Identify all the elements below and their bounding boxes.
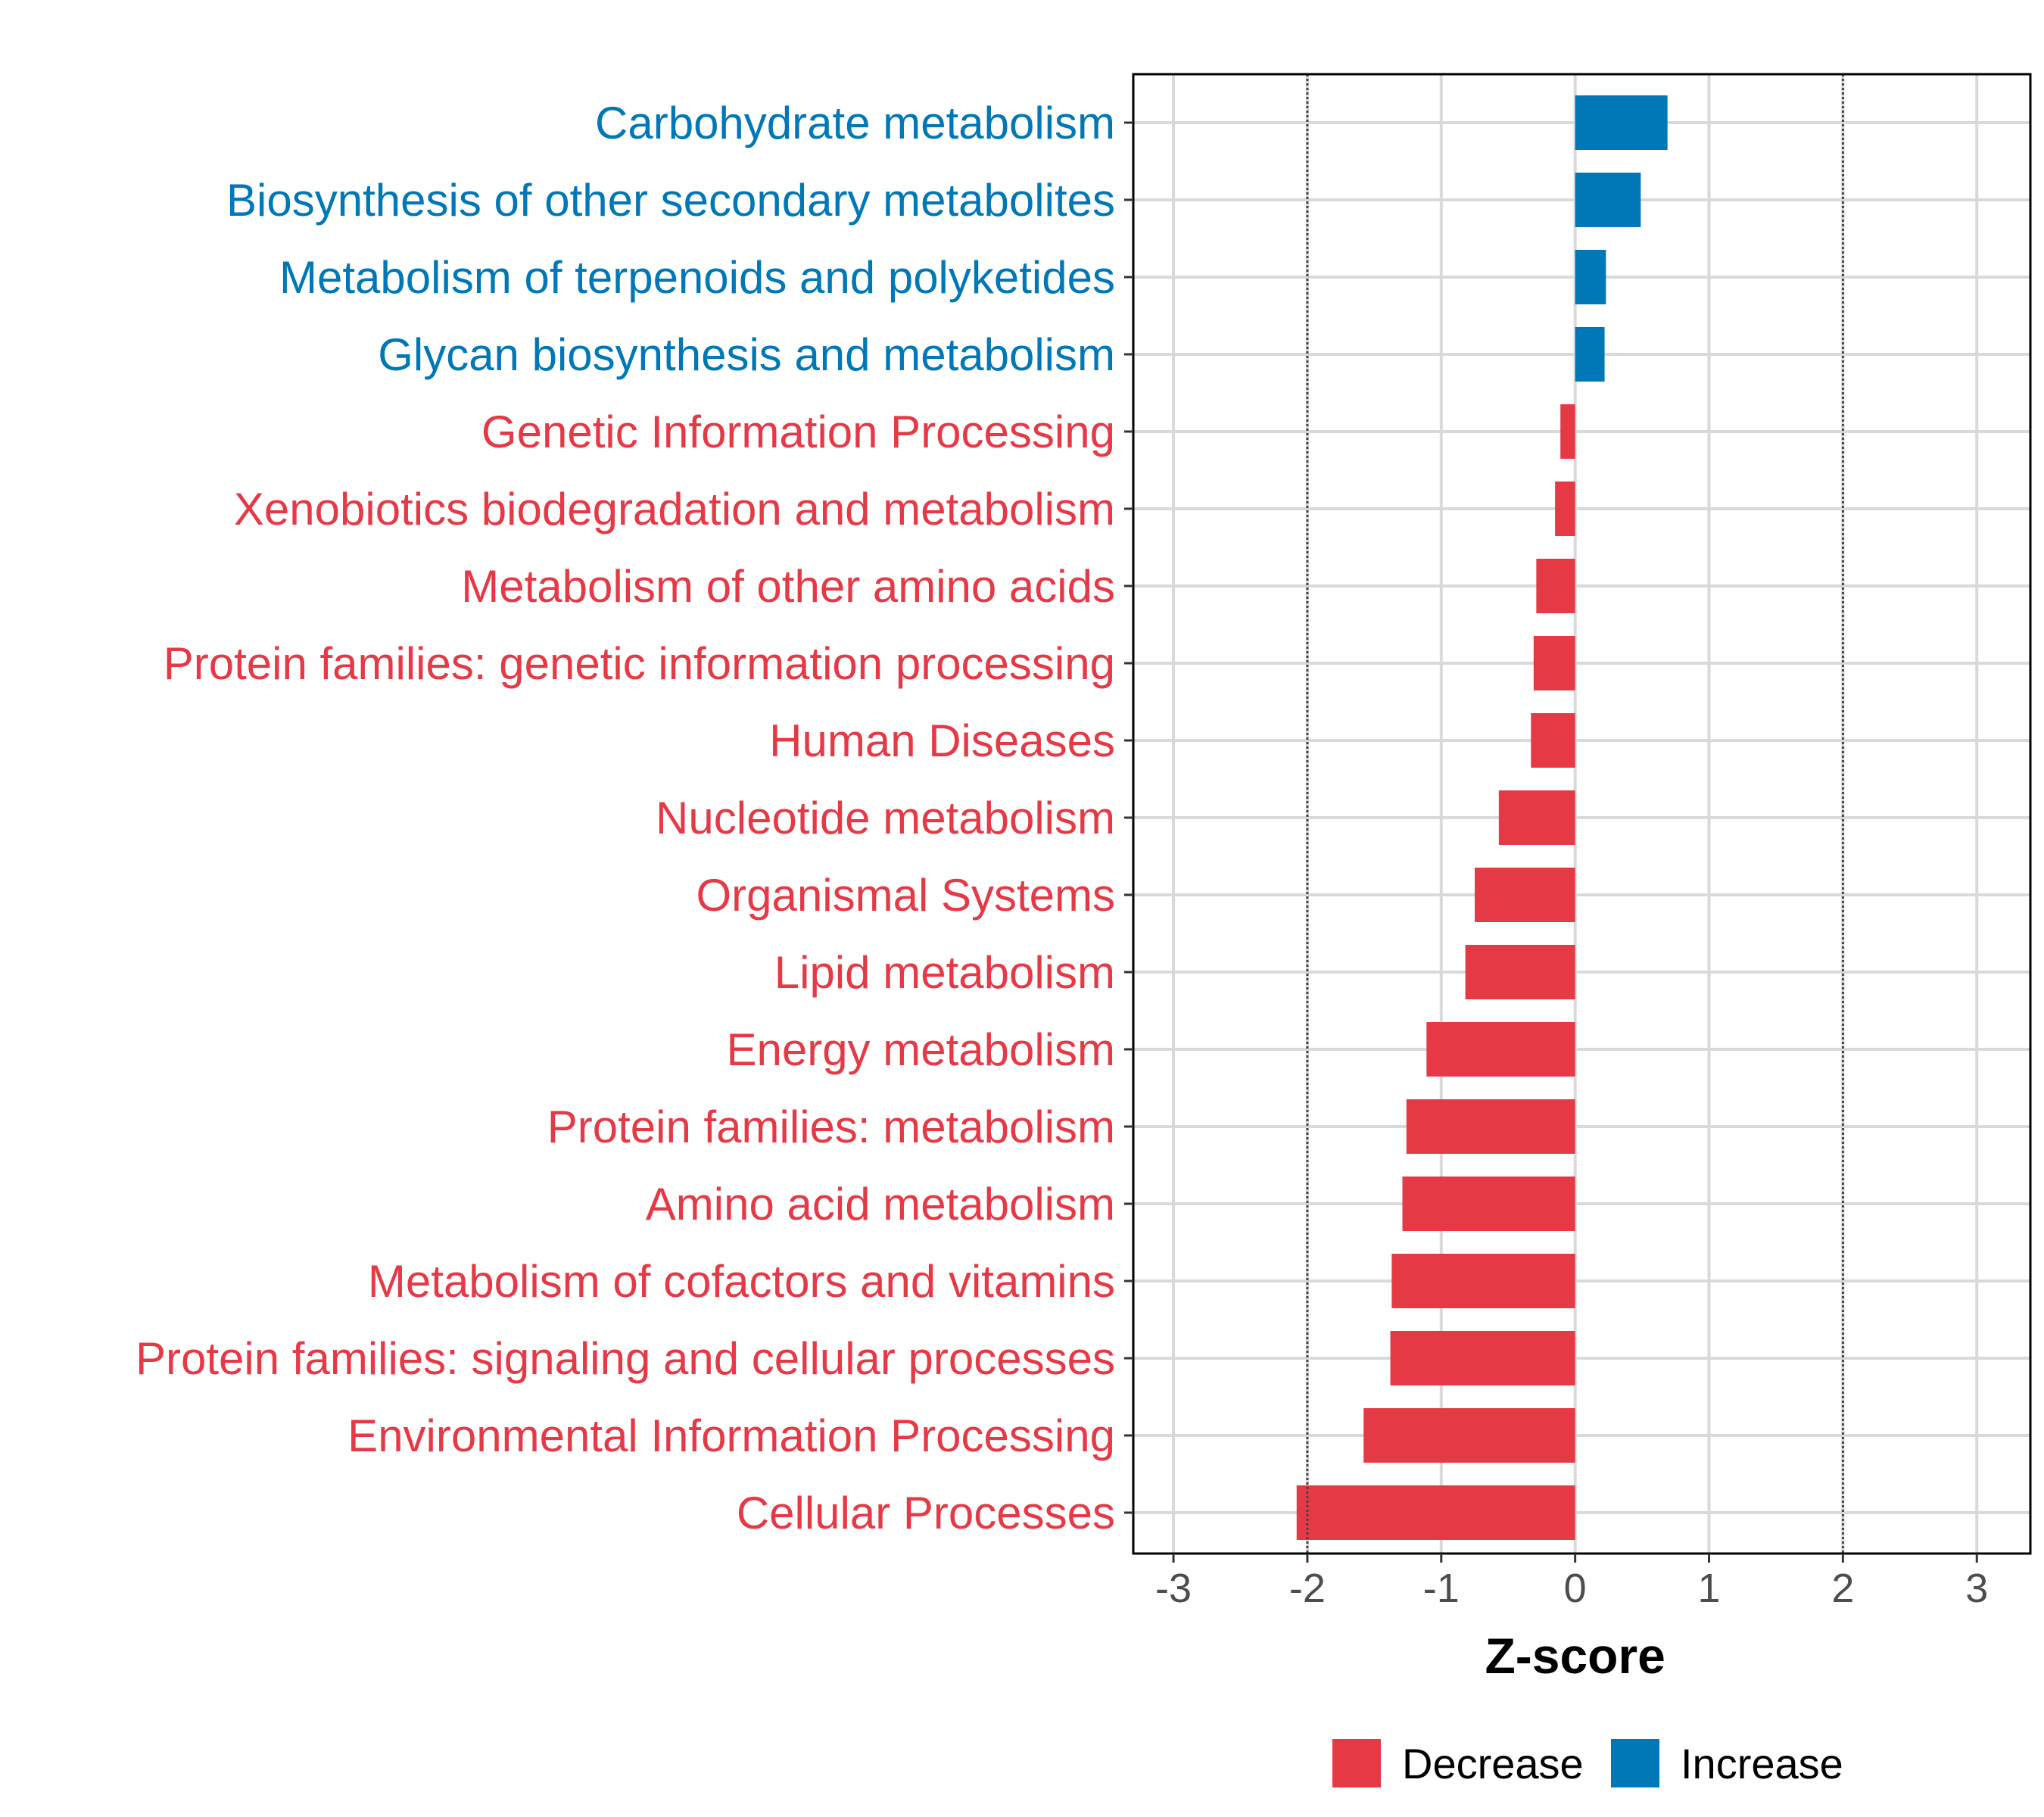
bar [1575, 327, 1605, 382]
category-label: Cellular Processes [737, 1488, 1115, 1538]
category-label: Metabolism of other amino acids [461, 561, 1115, 612]
legend-label: Decrease [1402, 1740, 1584, 1787]
bar [1575, 95, 1668, 150]
bar [1402, 1177, 1575, 1231]
category-label: Organismal Systems [696, 870, 1115, 921]
x-tick-label: -2 [1289, 1566, 1326, 1611]
x-axis: -3 -2 -1 0 1 2 3 [1155, 1554, 1988, 1611]
category-label: Human Diseases [769, 715, 1115, 766]
bar [1426, 1022, 1575, 1077]
category-label: Carbohydrate metabolism [595, 98, 1115, 148]
bar [1536, 559, 1575, 613]
category-label: Metabolism of terpenoids and polyketides [279, 252, 1115, 303]
category-label: Metabolism of cofactors and vitamins [368, 1256, 1115, 1307]
bar [1575, 250, 1606, 304]
category-label: Lipid metabolism [774, 947, 1115, 998]
category-label: Xenobiotics biodegradation and metabolis… [234, 484, 1115, 535]
reference-lines [1306, 74, 1844, 1554]
x-tick-label: 3 [1965, 1566, 1988, 1611]
bar [1531, 713, 1575, 768]
category-label: Environmental Information Processing [347, 1410, 1115, 1461]
legend-swatch [1332, 1739, 1381, 1787]
x-tick-label: 2 [1831, 1566, 1854, 1611]
bar [1391, 1254, 1575, 1308]
x-tick-label: -1 [1423, 1566, 1460, 1611]
category-label: Glycan biosynthesis and metabolism [378, 329, 1115, 380]
x-tick-label: 0 [1564, 1566, 1587, 1611]
category-label: Protein families: metabolism [547, 1102, 1115, 1152]
bar [1390, 1331, 1575, 1385]
category-label: Biosynthesis of other secondary metaboli… [226, 175, 1115, 226]
category-label: Energy metabolism [726, 1024, 1115, 1075]
bar [1363, 1408, 1575, 1463]
bar [1560, 404, 1575, 459]
category-label: Protein families: genetic information pr… [164, 638, 1115, 689]
legend: Decrease Increase [1332, 1739, 1843, 1787]
bar [1465, 945, 1575, 999]
x-tick-label: 1 [1697, 1566, 1720, 1611]
bar [1555, 482, 1575, 536]
bars-layer [1296, 95, 1668, 1540]
category-label: Amino acid metabolism [646, 1179, 1115, 1230]
bar [1498, 790, 1575, 845]
legend-swatch [1611, 1739, 1659, 1787]
category-label: Protein families: signaling and cellular… [136, 1333, 1115, 1384]
category-label: Nucleotide metabolism [656, 793, 1115, 843]
y-axis: Carbohydrate metabolism Biosynthesis of o… [136, 98, 1133, 1538]
category-label: Genetic Information Processing [481, 407, 1115, 457]
x-axis-title: Z-score [1485, 1628, 1665, 1684]
bar [1296, 1485, 1575, 1540]
bar [1406, 1099, 1575, 1154]
grid-layer [1133, 74, 2030, 1554]
bar [1475, 868, 1575, 922]
legend-label: Increase [1681, 1740, 1843, 1787]
bar [1533, 636, 1575, 690]
x-tick-label: -3 [1155, 1566, 1192, 1611]
bar [1575, 173, 1641, 227]
panel-border [1132, 73, 2032, 1555]
